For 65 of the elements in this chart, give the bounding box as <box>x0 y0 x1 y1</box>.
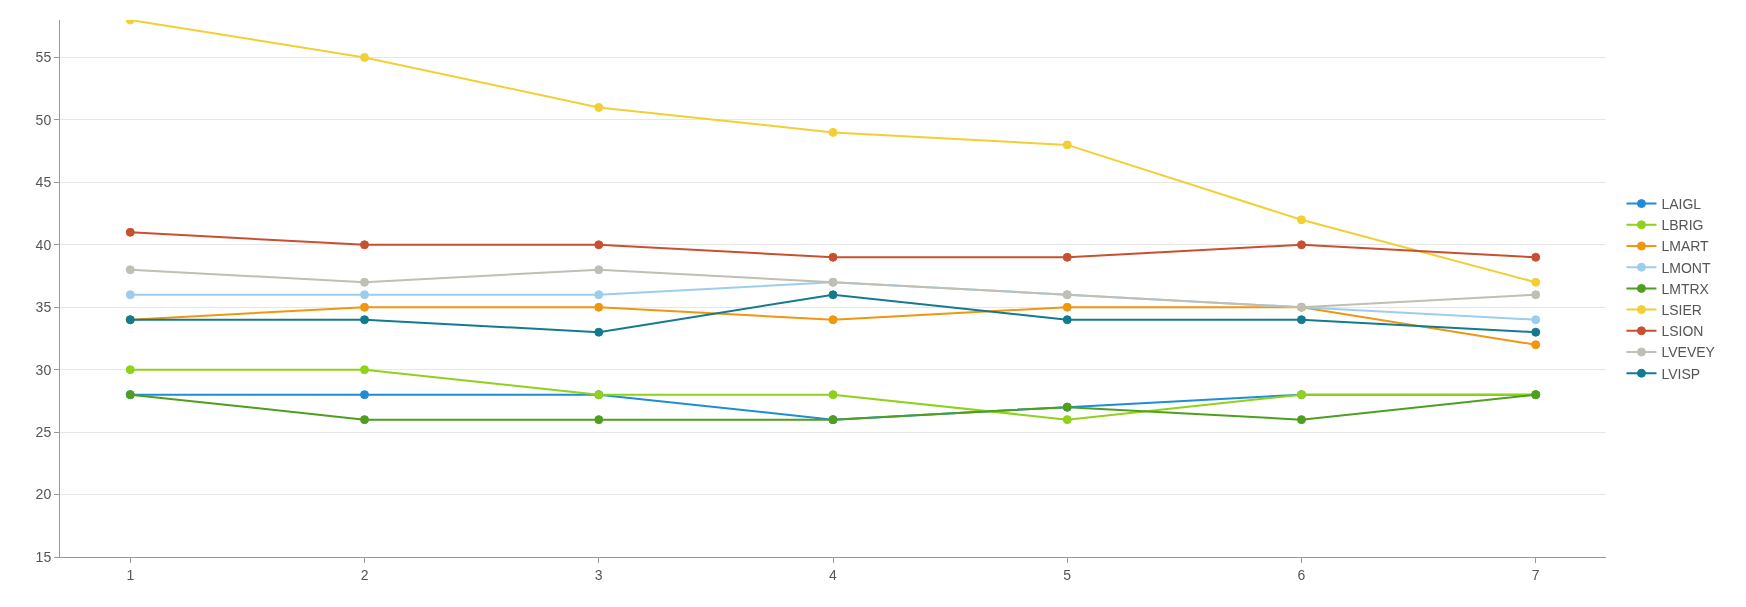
legend-label: LMONT <box>1661 259 1711 276</box>
point <box>594 240 604 250</box>
point <box>1531 277 1541 287</box>
point <box>828 315 838 325</box>
point <box>828 290 838 300</box>
point <box>1062 302 1072 312</box>
x-tick-label: 1 <box>126 566 135 583</box>
point <box>1296 240 1306 250</box>
point <box>594 327 604 337</box>
point <box>828 127 838 137</box>
legend-label: LBRIG <box>1661 217 1704 234</box>
y-tick-label: 15 <box>35 548 52 565</box>
y-tick-label: 35 <box>35 299 52 316</box>
point <box>1062 415 1072 425</box>
legend-label: LMTRX <box>1661 280 1710 297</box>
point <box>360 415 370 425</box>
point <box>360 290 370 300</box>
point <box>1531 327 1541 337</box>
legend-label: LSION <box>1661 323 1704 340</box>
point <box>125 365 135 375</box>
point <box>360 52 370 62</box>
point <box>360 277 370 287</box>
point <box>1531 252 1541 262</box>
point <box>1531 340 1541 350</box>
point <box>594 265 604 275</box>
point <box>360 365 370 375</box>
point <box>125 290 135 300</box>
point <box>1531 315 1541 325</box>
y-tick-label: 20 <box>35 486 52 503</box>
legend-label: LSIER <box>1661 302 1702 319</box>
x-tick-label: 5 <box>1063 566 1072 583</box>
point <box>125 227 135 237</box>
point <box>1296 415 1306 425</box>
point <box>360 315 370 325</box>
legend-label: LMART <box>1661 238 1710 255</box>
x-tick-label: 7 <box>1531 566 1540 583</box>
y-tick-label: 50 <box>35 111 52 128</box>
point <box>360 390 370 400</box>
point <box>828 252 838 262</box>
x-tick-label: 6 <box>1297 566 1306 583</box>
x-tick-label: 2 <box>360 566 369 583</box>
y-tick-label: 30 <box>35 361 52 378</box>
x-tick-label: 4 <box>829 566 838 583</box>
point <box>1296 315 1306 325</box>
legend-label: LAIGL <box>1661 196 1702 213</box>
y-tick-label: 40 <box>35 236 52 253</box>
y-tick-label: 55 <box>35 49 52 66</box>
point <box>360 302 370 312</box>
point <box>1062 140 1072 150</box>
legend-label: LVEVEY <box>1661 344 1716 361</box>
point <box>594 302 604 312</box>
point <box>125 265 135 275</box>
legend-label: LVISP <box>1661 365 1701 382</box>
y-tick-label: 25 <box>35 424 52 441</box>
point <box>828 390 838 400</box>
point <box>1062 252 1072 262</box>
point <box>1296 215 1306 225</box>
point <box>1062 315 1072 325</box>
point <box>594 415 604 425</box>
point <box>594 102 604 112</box>
point <box>594 290 604 300</box>
y-tick-label: 45 <box>35 174 52 191</box>
point <box>360 240 370 250</box>
x-tick-label: 3 <box>594 566 603 583</box>
point <box>1531 290 1541 300</box>
